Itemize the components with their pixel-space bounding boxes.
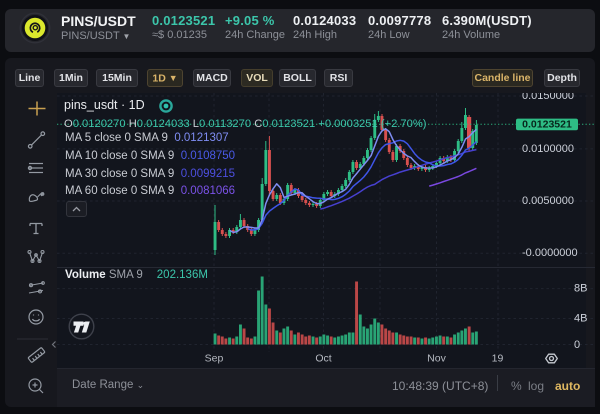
svg-text:Nov: Nov: [427, 352, 446, 364]
svg-text:Sep: Sep: [205, 352, 224, 364]
svg-text:0.0123521: 0.0123521: [522, 118, 572, 130]
svg-text:4B: 4B: [574, 312, 587, 324]
svg-text:0.0050000: 0.0050000: [522, 195, 574, 207]
svg-text:0.0100000: 0.0100000: [522, 143, 574, 155]
svg-text:19: 19: [492, 352, 504, 364]
svg-text:0.0150000: 0.0150000: [522, 93, 574, 102]
svg-text:0: 0: [574, 339, 580, 351]
svg-text:Oct: Oct: [315, 352, 331, 364]
svg-text:8B: 8B: [574, 283, 587, 295]
svg-text:-0.0000000: -0.0000000: [522, 247, 578, 259]
